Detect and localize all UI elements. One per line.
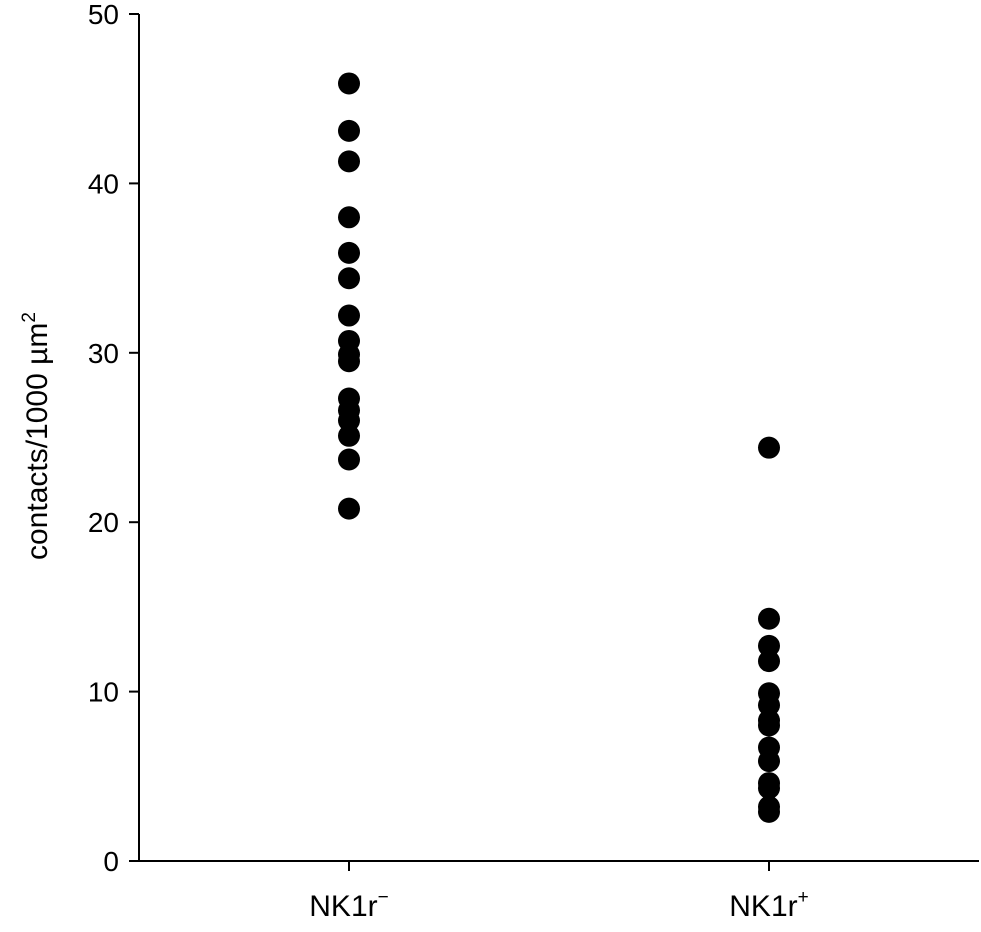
x-category-superscript: − [378, 887, 389, 908]
y-tick-label: 10 [88, 677, 119, 708]
data-point [338, 424, 360, 447]
data-point [758, 694, 780, 717]
y-tick-label: 0 [103, 846, 119, 877]
data-point [338, 497, 360, 520]
y-axis: 0 10 20 30 40 50 [88, 0, 140, 877]
x-category-name: NK1r [729, 890, 797, 923]
data-points [338, 72, 780, 823]
data-point [758, 634, 780, 657]
data-point [338, 119, 360, 142]
y-axis-title: contacts/1000 µm2 [19, 312, 54, 560]
data-point [338, 350, 360, 373]
y-tick-label: 40 [88, 168, 119, 199]
data-point [758, 800, 780, 823]
data-point [338, 448, 360, 471]
y-tick-label: 50 [88, 0, 119, 30]
y-ticks: 0 10 20 30 40 50 [88, 0, 139, 877]
data-point [338, 72, 360, 95]
data-point [758, 777, 780, 800]
data-point [338, 409, 360, 432]
x-category-label: NK1r− [309, 887, 388, 923]
data-point [338, 304, 360, 327]
data-point [338, 241, 360, 264]
data-point [338, 150, 360, 173]
x-category-name: NK1r [309, 890, 377, 923]
data-point [758, 714, 780, 737]
data-point [758, 607, 780, 630]
data-point [758, 750, 780, 773]
data-point [338, 267, 360, 290]
data-point [758, 650, 780, 673]
x-axis: NK1r− NK1r+ [139, 860, 979, 923]
y-tick-label: 20 [88, 507, 119, 538]
data-point [758, 436, 780, 459]
data-point [338, 206, 360, 229]
x-ticks: NK1r− NK1r+ [309, 861, 809, 923]
x-category-superscript: + [798, 887, 809, 908]
x-category-label: NK1r+ [729, 887, 808, 923]
y-tick-label: 30 [88, 338, 119, 369]
